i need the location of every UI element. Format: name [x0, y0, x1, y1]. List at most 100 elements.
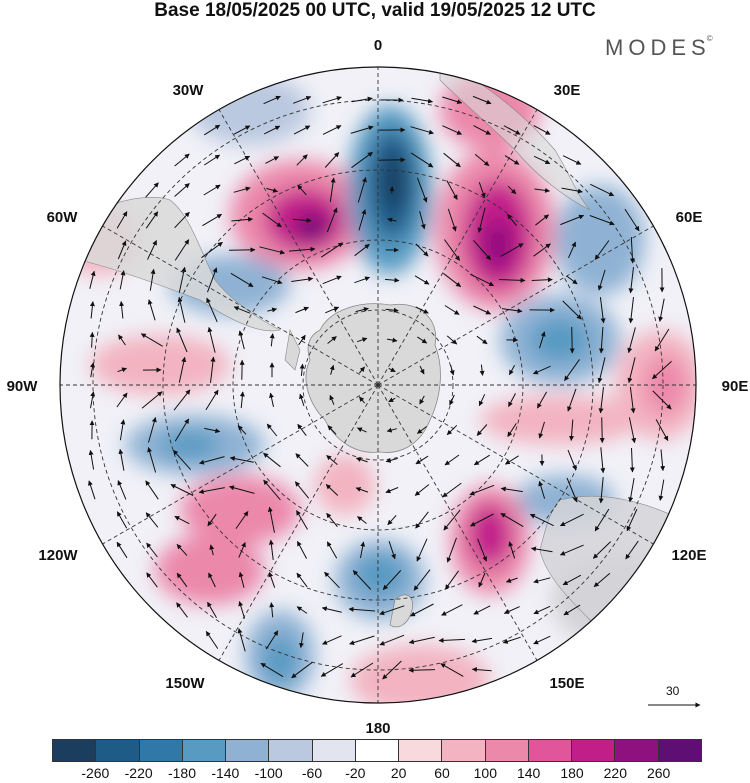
wind-vector	[354, 276, 371, 284]
wind-vector	[444, 454, 460, 466]
wind-vector	[408, 636, 435, 645]
wind-vector	[231, 216, 254, 222]
wind-vector	[446, 424, 458, 436]
wind-vector	[568, 241, 576, 259]
wind-vector	[360, 541, 366, 559]
wind-vector	[379, 634, 405, 646]
wind-vector	[299, 632, 304, 649]
wind-vector	[498, 277, 526, 283]
wind-vector	[326, 207, 338, 233]
wind-vector	[411, 97, 433, 104]
label-120e: 120E	[671, 547, 706, 564]
meridian-line	[102, 384, 379, 545]
wind-vector	[176, 544, 188, 556]
wind-vector	[88, 449, 95, 470]
wind-vector	[207, 513, 217, 527]
wind-vector	[471, 637, 493, 644]
anomaly-positive	[90, 335, 230, 395]
colorbar-segment	[485, 740, 529, 761]
wind-vector	[209, 544, 215, 556]
wind-vector	[357, 516, 367, 524]
brand-text: MODES	[605, 35, 711, 60]
wind-vector	[563, 604, 581, 616]
wind-vector	[292, 217, 312, 223]
wind-vector	[296, 510, 308, 530]
wind-vector	[234, 155, 251, 165]
wind-vector	[117, 367, 127, 373]
wind-vector	[419, 365, 425, 375]
wind-vector	[624, 208, 640, 232]
wind-vector	[415, 455, 429, 465]
wind-vector	[329, 364, 335, 375]
wind-vector	[414, 484, 430, 496]
wind-vector	[208, 572, 216, 588]
colorbar-segment	[53, 740, 97, 761]
colorbar-tick-label: -220	[124, 765, 153, 781]
label-30w: 30W	[173, 82, 205, 99]
wind-vector	[386, 337, 398, 343]
wind-vector	[299, 393, 305, 407]
wind-vector	[416, 538, 428, 562]
wind-vector	[207, 326, 216, 353]
wind-vector	[329, 177, 336, 203]
wind-vector	[291, 276, 314, 282]
label-30e: 30E	[554, 82, 581, 99]
wind-vector	[500, 486, 523, 493]
wind-vector	[501, 308, 523, 314]
wind-vector	[446, 180, 458, 200]
anomaly-positive	[155, 535, 265, 605]
wind-vector	[174, 211, 190, 229]
wind-vector	[269, 333, 275, 347]
wind-vector	[89, 270, 96, 289]
wind-vector	[178, 356, 187, 383]
wind-vector	[141, 391, 163, 409]
wind-vector	[419, 395, 425, 405]
wind-vector	[567, 388, 577, 412]
wind-vector	[503, 606, 520, 614]
wind-vector	[176, 327, 188, 353]
colorbar-segment	[139, 740, 183, 761]
wind-vector	[355, 487, 369, 493]
wind-vector	[562, 300, 582, 320]
wind-vector	[148, 417, 157, 443]
meridian-line	[377, 384, 538, 661]
wind-vector	[441, 604, 463, 616]
wind-vector	[476, 335, 488, 345]
wind-vector	[356, 427, 367, 433]
anomaly-negative	[190, 75, 310, 145]
wind-vector	[538, 480, 546, 499]
wind-vector	[592, 541, 612, 559]
wind-vector	[327, 425, 337, 435]
wind-vector	[627, 327, 636, 354]
wind-vector	[198, 487, 225, 495]
wind-vector	[384, 277, 400, 283]
wind-vector	[321, 606, 342, 613]
wind-vector	[594, 240, 610, 260]
wind-vector	[237, 628, 246, 652]
wind-vector	[473, 305, 492, 315]
wind-vector	[322, 275, 342, 285]
wind-vector	[629, 387, 636, 414]
anomaly-positive-core	[468, 503, 512, 567]
wind-vector	[410, 152, 434, 168]
wind-vector	[560, 214, 585, 226]
colorbar-tick-label: -140	[211, 765, 240, 781]
wind-vector	[325, 306, 340, 314]
wind-vector	[559, 544, 584, 556]
wind-vector	[600, 447, 606, 474]
wind-vector	[504, 455, 519, 465]
meridian-line	[377, 109, 538, 386]
wind-vector	[229, 456, 254, 463]
wind-vector	[296, 572, 308, 588]
wind-vector	[569, 326, 575, 354]
wind-vector	[119, 419, 126, 441]
wind-vector	[416, 177, 428, 203]
wind-vector	[562, 574, 582, 586]
wind-vector	[355, 457, 368, 463]
wind-vector	[566, 477, 578, 503]
wind-vector	[507, 214, 517, 226]
map-title: Base 18/05/2025 00 UTC, valid 19/05/2025…	[154, 0, 596, 21]
wind-vector	[442, 96, 463, 105]
wind-vector	[446, 335, 458, 345]
